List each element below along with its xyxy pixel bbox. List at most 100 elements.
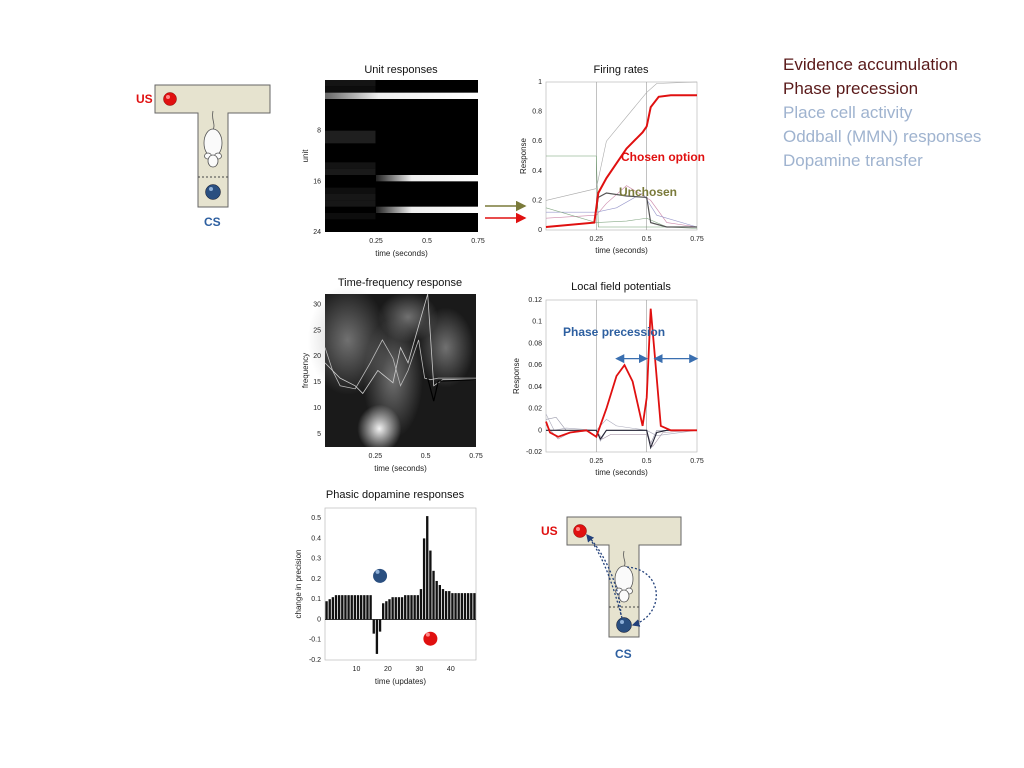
annotation-chosen: Chosen option	[621, 150, 705, 164]
heatmap-cell	[325, 130, 376, 137]
dopamine-title: Phasic dopamine responses	[325, 489, 465, 501]
lfp-chart: -0.02 0 0.02 0.04 0.06 0.08 0.1 0.12 0.25 0.5 0.75…	[512, 297, 704, 477]
tf-trace	[324, 293, 476, 395]
legend-item-phase: Phase precession	[783, 79, 919, 98]
bar	[426, 516, 429, 620]
lfp-title: Local field potentials	[571, 281, 671, 293]
tf-trace	[324, 339, 476, 390]
maze-top-cs-label: CS	[204, 215, 221, 229]
annotation-phase: Phase precession	[563, 325, 665, 339]
bar	[460, 593, 464, 620]
heatmap-cell	[376, 206, 478, 213]
bar	[356, 595, 360, 620]
bar	[350, 595, 353, 620]
unit-responses-title: Unit responses	[364, 64, 438, 76]
y-tick-label: 0.8	[532, 109, 542, 116]
x-tick-label: 0.5	[642, 458, 652, 465]
maze-bottom	[566, 516, 682, 638]
legend-item-place: Place cell activity	[783, 103, 913, 122]
bar	[432, 570, 435, 620]
x-tick-label: 0.5	[422, 238, 432, 245]
plot-area	[545, 299, 698, 453]
x-axis-label: time (seconds)	[595, 246, 648, 255]
bar	[410, 595, 413, 620]
heatmap-cell	[325, 194, 376, 201]
background-trace	[545, 413, 698, 437]
y-tick-label: 1	[538, 79, 542, 86]
bar	[444, 591, 448, 620]
bar	[388, 599, 391, 620]
x-tick-label: 0.75	[469, 453, 483, 460]
x-tick-label: 0.25	[369, 238, 383, 245]
bar	[347, 595, 350, 620]
x-tick-label: 20	[384, 666, 392, 673]
x-tick-label: 0.75	[690, 236, 704, 243]
x-tick-label: 40	[447, 666, 455, 673]
time-frequency-chart: 0.25 0.5 0.75 5 10 15 20 25 30 time (seconds) freq…	[301, 284, 483, 473]
y-tick-label: 5	[317, 431, 321, 438]
mouse-icon	[614, 550, 634, 603]
dopamine-chart: -0.2 -0.1 0 0.1 0.2 0.3 0.4 0.5 10 20 30 40 time (up…	[294, 507, 477, 686]
us-ball-icon	[163, 92, 177, 106]
heatmap-cell	[325, 80, 376, 87]
bar	[457, 593, 460, 620]
legend-item-oddball: Oddball (MMN) responses	[783, 127, 982, 146]
maze-top-us-label: US	[136, 92, 153, 106]
bar	[454, 593, 457, 620]
bar	[331, 597, 335, 620]
heatmap-cell	[325, 162, 376, 169]
y-tick-label: 0.12	[528, 297, 542, 304]
x-tick-label: 0.75	[471, 238, 485, 245]
bar	[378, 619, 382, 632]
background-trace	[545, 416, 697, 445]
x-tick-label: 0.5	[642, 236, 652, 243]
bar	[407, 595, 410, 620]
y-tick-label: 30	[313, 301, 321, 308]
y-tick-label: 0	[317, 616, 321, 623]
y-axis-label: unit	[301, 149, 310, 163]
bar	[419, 589, 423, 620]
mouse-icon	[203, 110, 223, 168]
y-tick-label: 16	[313, 178, 321, 185]
bar	[360, 595, 363, 620]
x-axis-label: time (seconds)	[375, 249, 428, 258]
bar	[451, 593, 454, 620]
tf-blob	[378, 291, 439, 342]
series-lfp	[545, 308, 697, 439]
bar	[328, 599, 331, 620]
bar	[400, 597, 404, 620]
ball-highlight	[375, 569, 380, 574]
bar	[466, 593, 470, 620]
y-tick-label: 0.2	[311, 576, 321, 583]
x-axis-label: time (seconds)	[595, 468, 648, 477]
legend: Evidence accumulation Phase precession P…	[783, 53, 981, 173]
y-tick-label: -0.1	[309, 637, 321, 644]
bar	[394, 597, 397, 620]
bar	[372, 619, 375, 634]
x-tick-label: 0.25	[590, 236, 604, 243]
y-tick-label: 0.5	[311, 515, 321, 522]
x-tick-label: 0.25	[590, 458, 604, 465]
y-axis-label: Response	[519, 137, 528, 174]
bar	[435, 580, 438, 620]
heatmap-cell	[325, 92, 478, 99]
heatmap-cell	[325, 86, 376, 93]
x-axis-label: time (updates)	[375, 677, 426, 686]
heatmap-cell	[325, 213, 376, 220]
background-trace	[546, 192, 698, 228]
ball-highlight	[425, 632, 430, 637]
firing-rates-chart: 0 0.2 0.4 0.6 0.8 1 0.25 0.5 0.75 time (seconds) R…	[519, 79, 705, 255]
y-tick-label: -0.02	[526, 449, 542, 456]
trajectory-arrows	[586, 533, 657, 627]
y-axis-label: Response	[512, 357, 521, 394]
bar	[382, 603, 385, 620]
y-tick-label: 20	[313, 353, 321, 360]
bar	[334, 595, 338, 620]
y-tick-label: 0	[538, 427, 542, 434]
y-tick-label: 25	[313, 327, 321, 334]
y-tick-label: -0.2	[309, 657, 321, 664]
bar	[416, 595, 419, 620]
heatmap-cell	[325, 137, 376, 144]
bar	[363, 595, 366, 620]
y-axis-label: change in precision	[294, 550, 303, 619]
